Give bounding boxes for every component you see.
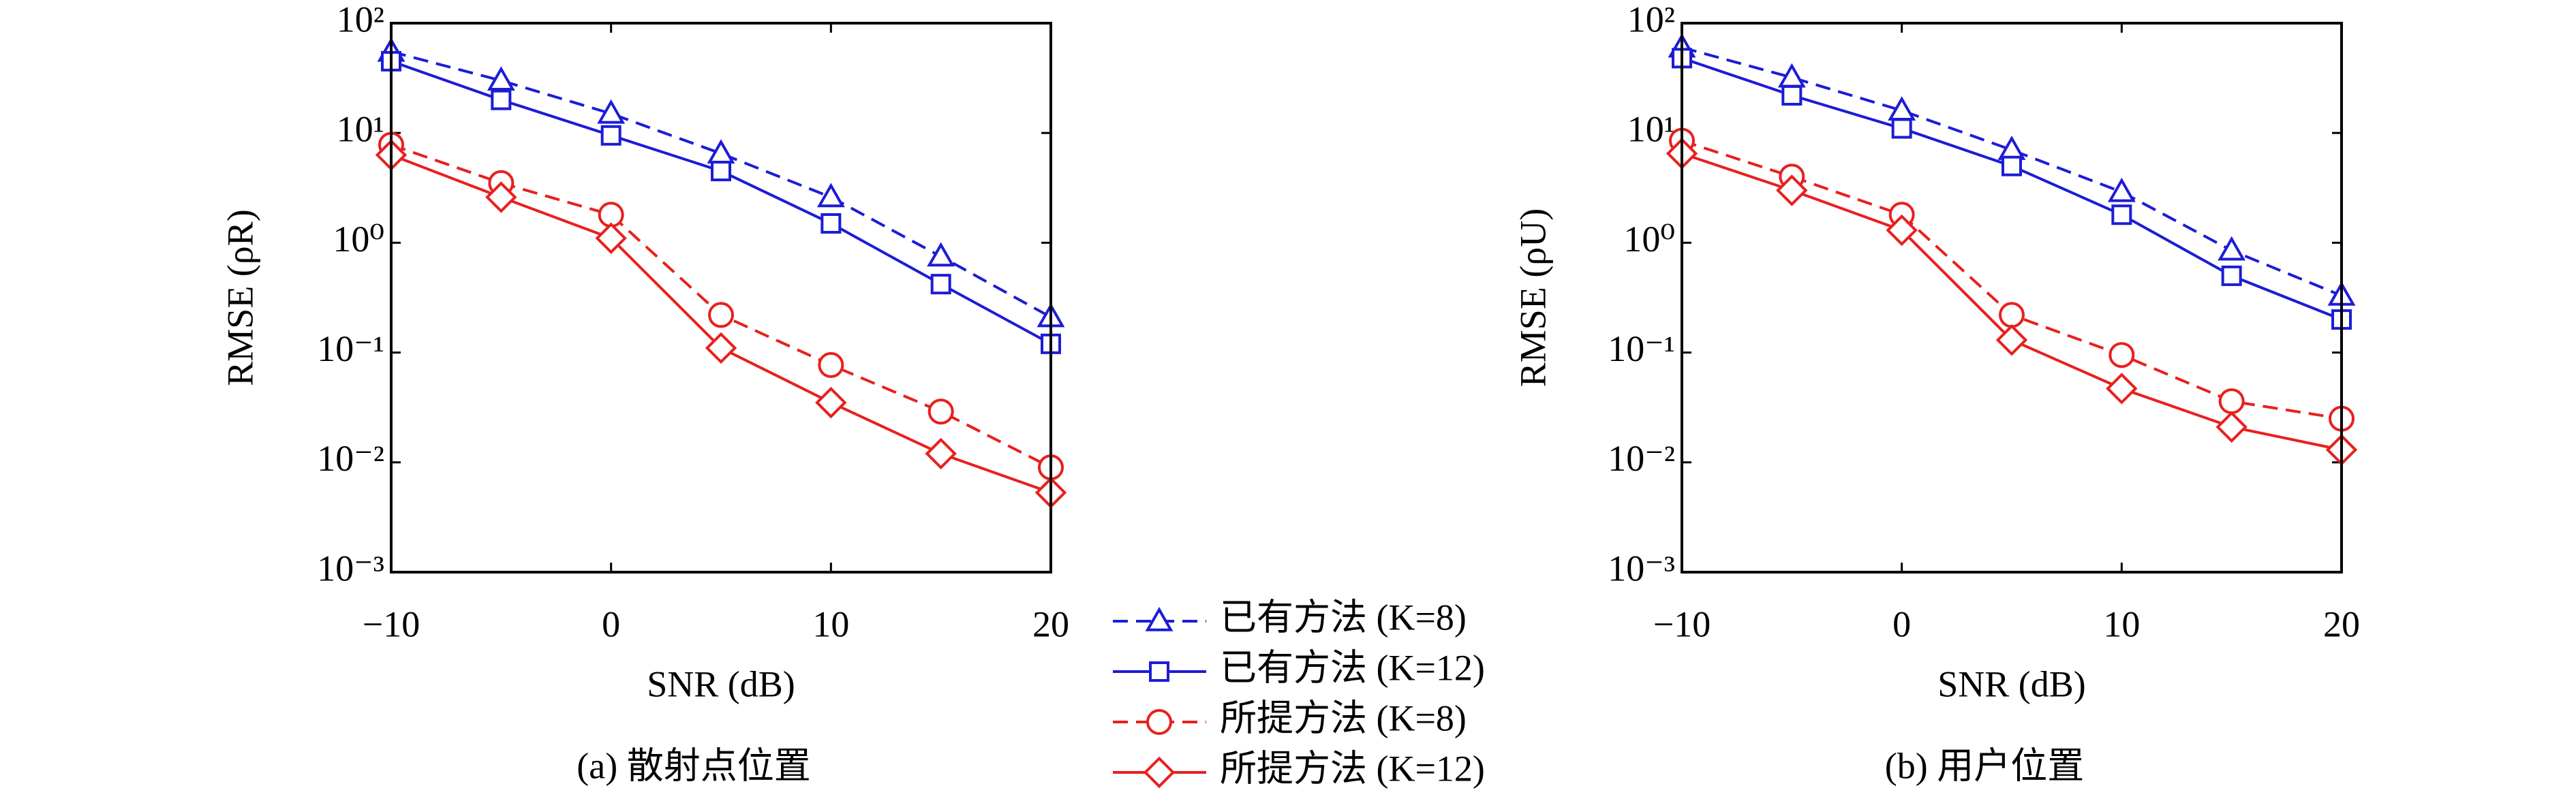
marker [2221, 265, 2242, 286]
x-tick-label: 20 [2323, 603, 2360, 644]
legend-label: 所提方法 (K=12) [1220, 748, 1485, 789]
y-tick-label: 10¹ [337, 109, 384, 150]
marker [487, 66, 515, 91]
y-tick-label: 10² [337, 0, 384, 40]
marker [2106, 373, 2138, 405]
marker [1781, 85, 1803, 106]
x-tick-label: 10 [812, 603, 849, 644]
marker [816, 183, 845, 208]
marker [707, 139, 735, 164]
x-tick-label: 0 [1892, 603, 1911, 644]
legend-label: 已有方法 (K=12) [1220, 647, 1485, 688]
marker [927, 242, 955, 267]
marker [595, 222, 627, 254]
marker [2215, 411, 2248, 443]
y-tick-label: 10⁻³ [317, 548, 384, 588]
y-tick-label: 10⁻² [317, 438, 384, 479]
x-tick-label: −10 [363, 603, 420, 644]
marker [815, 386, 847, 419]
marker [1995, 324, 2028, 356]
legend-marker [1143, 756, 1176, 789]
legend-marker [1145, 606, 1174, 631]
marker [2002, 155, 2022, 176]
marker [708, 302, 734, 328]
y-tick-label: 10⁻² [1608, 438, 1675, 479]
marker [1886, 214, 1918, 247]
marker [927, 398, 954, 425]
y-tick-label: 10⁰ [333, 219, 384, 260]
x-axis-label: SNR (dB) [1937, 663, 2086, 704]
chart-caption: (b) 用户位置 [1885, 745, 2084, 786]
y-tick-label: 10⁰ [1623, 219, 1675, 260]
y-axis-label: RMSE (ρR) [219, 209, 260, 386]
marker [2107, 177, 2136, 202]
plot-frame [390, 22, 1052, 574]
marker [930, 274, 951, 295]
x-tick-label: −10 [1653, 603, 1711, 644]
legend-label: 已有方法 (K=8) [1220, 597, 1467, 638]
y-tick-label: 10⁻¹ [317, 328, 384, 369]
y-tick-label: 10² [1627, 0, 1675, 40]
marker [2218, 236, 2246, 261]
marker [1776, 174, 1808, 206]
marker [597, 99, 626, 124]
marker [1891, 118, 1912, 139]
marker [485, 181, 517, 213]
marker [818, 351, 844, 378]
marker [1999, 302, 2025, 328]
marker [711, 161, 731, 182]
marker [2111, 204, 2132, 225]
marker [491, 89, 512, 110]
y-tick-label: 10¹ [1627, 109, 1675, 150]
series-line [390, 60, 1052, 345]
marker [925, 437, 957, 470]
y-axis-label: RMSE (ρU) [1512, 208, 1553, 387]
y-tick-label: 10⁻¹ [1608, 328, 1675, 369]
y-tick-label: 10⁻³ [1608, 548, 1675, 588]
legend-marker [1146, 709, 1172, 735]
marker [2109, 342, 2135, 368]
x-tick-label: 10 [2103, 603, 2140, 644]
marker [821, 213, 842, 234]
x-tick-label: 0 [602, 603, 620, 644]
chart-caption: (a) 散射点位置 [577, 745, 810, 786]
plot-frame [1681, 22, 2343, 574]
marker [2218, 388, 2245, 415]
x-axis-label: SNR (dB) [647, 663, 795, 704]
x-tick-label: 20 [1032, 603, 1069, 644]
marker [705, 332, 737, 364]
marker [1997, 136, 2026, 160]
marker [600, 125, 622, 146]
legend-marker [1149, 661, 1169, 682]
legend-label: 所提方法 (K=8) [1220, 697, 1467, 738]
